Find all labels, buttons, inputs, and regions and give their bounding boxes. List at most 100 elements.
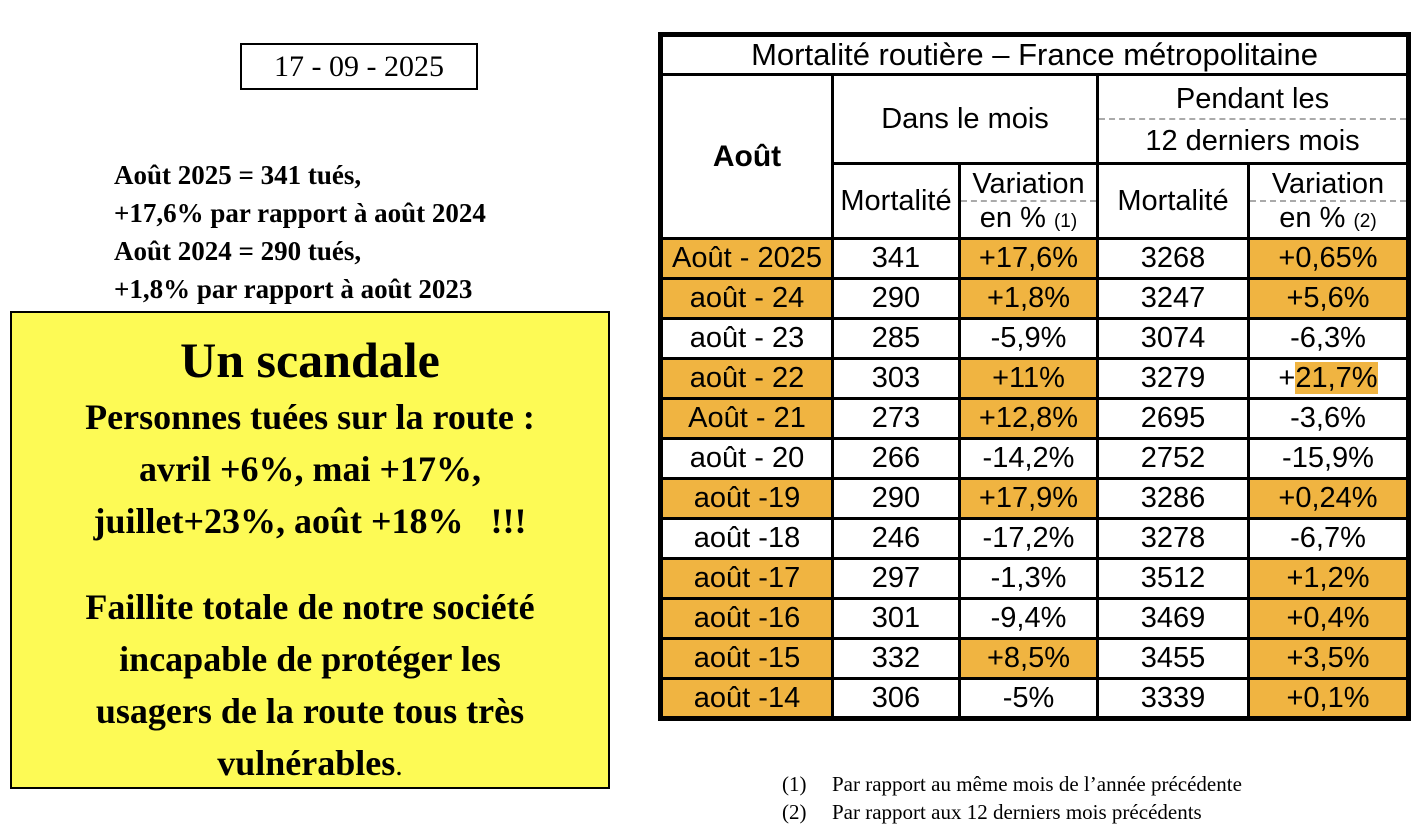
table-cell: 3469 bbox=[1096, 597, 1250, 640]
table-cell: -15,9% bbox=[1247, 437, 1410, 480]
table-cell: Août - 21 bbox=[659, 397, 834, 440]
table-cell: +21,7% bbox=[1247, 357, 1410, 400]
table-row: Août - 21 273 +12,8% 2695 -3,6% bbox=[659, 397, 1410, 440]
table-cell: +0,65% bbox=[1247, 237, 1410, 280]
table-title: Mortalité routière – France métropolitai… bbox=[659, 33, 1410, 76]
table-row: août - 20 266 -14,2% 2752 -15,9% bbox=[659, 437, 1410, 480]
table-cell: août -18 bbox=[659, 517, 834, 560]
mortality-table: Mortalité routière – France métropolitai… bbox=[658, 32, 1411, 721]
table-cell: +0,24% bbox=[1247, 477, 1410, 520]
table-cell: 3268 bbox=[1096, 237, 1250, 280]
scandal-line: usagers de la route tous très bbox=[95, 691, 525, 731]
scandal-last-word: vulnérables bbox=[217, 743, 396, 783]
subheader-variation-12m: Variation en % (2) bbox=[1247, 162, 1410, 240]
table-cell: 297 bbox=[831, 557, 961, 600]
table-subheader-row: Mortalité Variation en % (1) Mortalité V… bbox=[661, 162, 1410, 240]
table-cell: +17,9% bbox=[958, 477, 1099, 520]
footnote-ref-1: (1) bbox=[1053, 211, 1078, 232]
table-cell: 3247 bbox=[1096, 277, 1250, 320]
table-cell: +0,1% bbox=[1247, 677, 1410, 720]
table-row: août - 24 290 +1,8% 3247 +5,6% bbox=[659, 277, 1410, 320]
group-header-in-month: Dans le mois bbox=[831, 73, 1099, 165]
table-cell: +0,4% bbox=[1247, 597, 1410, 640]
table-row: août -17 297 -1,3% 3512 +1,2% bbox=[659, 557, 1410, 600]
table-cell: 3512 bbox=[1096, 557, 1250, 600]
stats-line: Août 2024 = 290 tués, bbox=[114, 236, 362, 266]
table-cell: 246 bbox=[831, 517, 961, 560]
table-cell: 266 bbox=[831, 437, 961, 480]
table-cell: août - 22 bbox=[659, 357, 834, 400]
table-cell: août - 24 bbox=[659, 277, 834, 320]
variation-unit-text: en % bbox=[979, 202, 1046, 234]
table-cell: -17,2% bbox=[958, 517, 1099, 560]
table-cell: 303 bbox=[831, 357, 961, 400]
table-cell: +11% bbox=[958, 357, 1099, 400]
table-cell: -1,3% bbox=[958, 557, 1099, 600]
table-cell: -6,3% bbox=[1247, 317, 1410, 360]
table-cell: -5% bbox=[958, 677, 1099, 720]
table-cell: août -19 bbox=[659, 477, 834, 520]
table-cell: +1,8% bbox=[958, 277, 1099, 320]
scandal-line: vulnérables. bbox=[12, 737, 608, 792]
variation-unit: en % (2) bbox=[1250, 202, 1406, 237]
table-cell: +3,5% bbox=[1247, 637, 1410, 680]
footnotes: (1) Par rapport au même mois de l’année p… bbox=[782, 770, 1242, 826]
table-cell: -9,4% bbox=[958, 597, 1099, 640]
table-cell: 3074 bbox=[1096, 317, 1250, 360]
footnote-text: Par rapport aux 12 derniers mois précéde… bbox=[832, 800, 1202, 824]
variation-label: Variation bbox=[1250, 165, 1406, 202]
date-box: 17 - 09 - 2025 bbox=[240, 43, 478, 90]
footnote-ref-2: (2) bbox=[1353, 211, 1377, 232]
table-cell: août -14 bbox=[659, 677, 834, 720]
stats-line: Août 2025 = 341 tués, bbox=[114, 160, 362, 190]
table-row: août - 23 285 -5,9% 3074 -6,3% bbox=[659, 317, 1410, 360]
variation-unit: en % (1) bbox=[961, 202, 1096, 237]
table-cell: 2752 bbox=[1096, 437, 1250, 480]
table-cell: 285 bbox=[831, 317, 961, 360]
footnote-number: (1) bbox=[782, 772, 807, 796]
table-cell: 341 bbox=[831, 237, 961, 280]
scandal-line: incapable de protéger les bbox=[119, 639, 501, 679]
footnote-number: (2) bbox=[782, 800, 807, 824]
table-cell: 332 bbox=[831, 637, 961, 680]
mortality-table-body: Août - 2025 341 +17,6% 3268 +0,65% août - 24 2… bbox=[659, 237, 1410, 720]
date-text: 17 - 09 - 2025 bbox=[274, 49, 444, 83]
table-cell: août -15 bbox=[659, 637, 834, 680]
table-cell: -5,9% bbox=[958, 317, 1099, 360]
table-cell: +8,5% bbox=[958, 637, 1099, 680]
subheader-mortalite-12m: Mortalité bbox=[1096, 162, 1250, 240]
group-header-12-months-line2: 12 derniers mois bbox=[1145, 125, 1360, 157]
table-cell: 3455 bbox=[1096, 637, 1250, 680]
month-column-header: Août bbox=[659, 73, 834, 240]
table-cell: 306 bbox=[831, 677, 961, 720]
stats-paragraph: Août 2025 = 341 tués, +17,6% par rapport… bbox=[114, 156, 486, 308]
table-cell: 290 bbox=[831, 477, 961, 520]
scandal-last-period: . bbox=[395, 749, 403, 782]
table-row: Août - 2025 341 +17,6% 3268 +0,65% bbox=[659, 237, 1410, 280]
scandal-line: Personnes tuées sur la route : bbox=[85, 397, 535, 437]
table-title-row: Mortalité routière – France métropolitai… bbox=[659, 33, 1410, 76]
table-row: août -18 246 -17,2% 3278 -6,7% bbox=[659, 517, 1410, 560]
table-group-header-row: Août Dans le mois Pendant les 12 dernier… bbox=[659, 73, 1410, 240]
scandal-line: Faillite totale de notre société bbox=[85, 587, 535, 627]
table-cell: Août - 2025 bbox=[659, 237, 834, 280]
table-cell: août - 20 bbox=[659, 437, 834, 480]
variation-label: Variation bbox=[961, 165, 1096, 202]
table-row: août -16 301 -9,4% 3469 +0,4% bbox=[659, 597, 1410, 640]
scandal-title: Un scandale bbox=[180, 332, 440, 388]
scandal-line: juillet+23%, août +18% !!! bbox=[93, 501, 527, 541]
table-cell: 301 bbox=[831, 597, 961, 640]
table-cell: +17,6% bbox=[958, 237, 1099, 280]
group-header-12-months: Pendant les 12 derniers mois bbox=[1096, 73, 1410, 165]
table-cell: 273 bbox=[831, 397, 961, 440]
subheader-variation-month: Variation en % (1) bbox=[958, 162, 1099, 240]
variation-unit-text: en % bbox=[1279, 202, 1346, 234]
footnote: (2) Par rapport aux 12 derniers mois préc… bbox=[782, 798, 1242, 826]
table-row: août -19 290 +17,9% 3286 +0,24% bbox=[659, 477, 1410, 520]
table-cell: août -16 bbox=[659, 597, 834, 640]
group-header-12-months-line1: Pendant les bbox=[1099, 76, 1406, 120]
table-cell: 3278 bbox=[1096, 517, 1250, 560]
table-cell: +12,8% bbox=[958, 397, 1099, 440]
table-cell: -6,7% bbox=[1247, 517, 1410, 560]
table-cell: 2695 bbox=[1096, 397, 1250, 440]
